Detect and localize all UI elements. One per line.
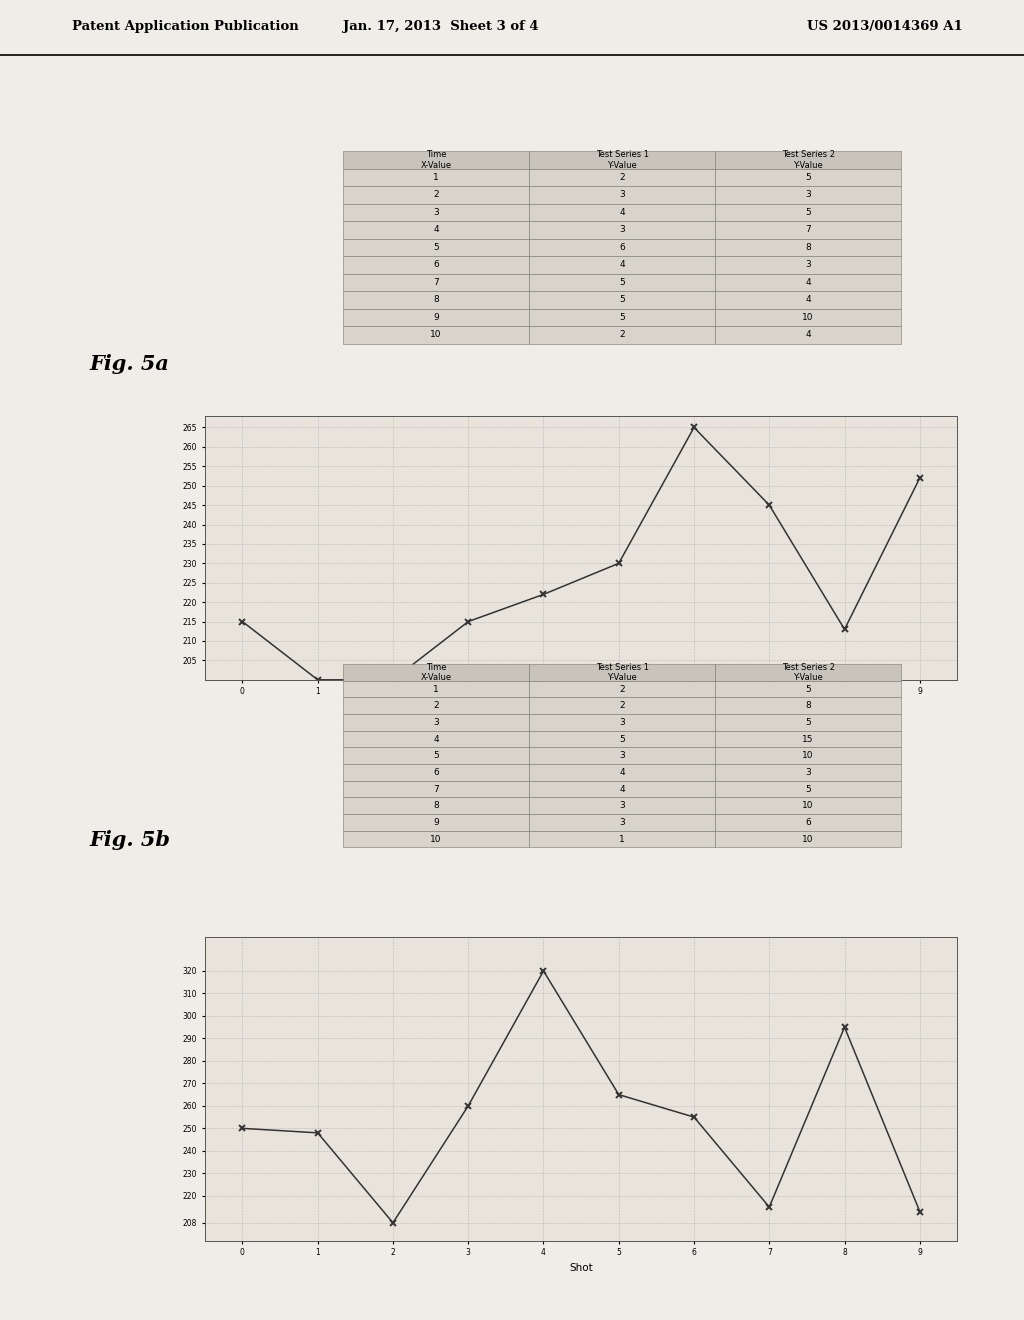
Text: US 2013/0014369 A1: US 2013/0014369 A1 [807, 20, 963, 33]
X-axis label: Shot: Shot [569, 1263, 593, 1272]
X-axis label: Shot: Shot [569, 702, 593, 711]
Text: Fig. 5b: Fig. 5b [90, 829, 171, 850]
Text: Fig. 5a: Fig. 5a [90, 354, 170, 375]
Text: Patent Application Publication: Patent Application Publication [72, 20, 298, 33]
Text: Jan. 17, 2013  Sheet 3 of 4: Jan. 17, 2013 Sheet 3 of 4 [342, 20, 539, 33]
